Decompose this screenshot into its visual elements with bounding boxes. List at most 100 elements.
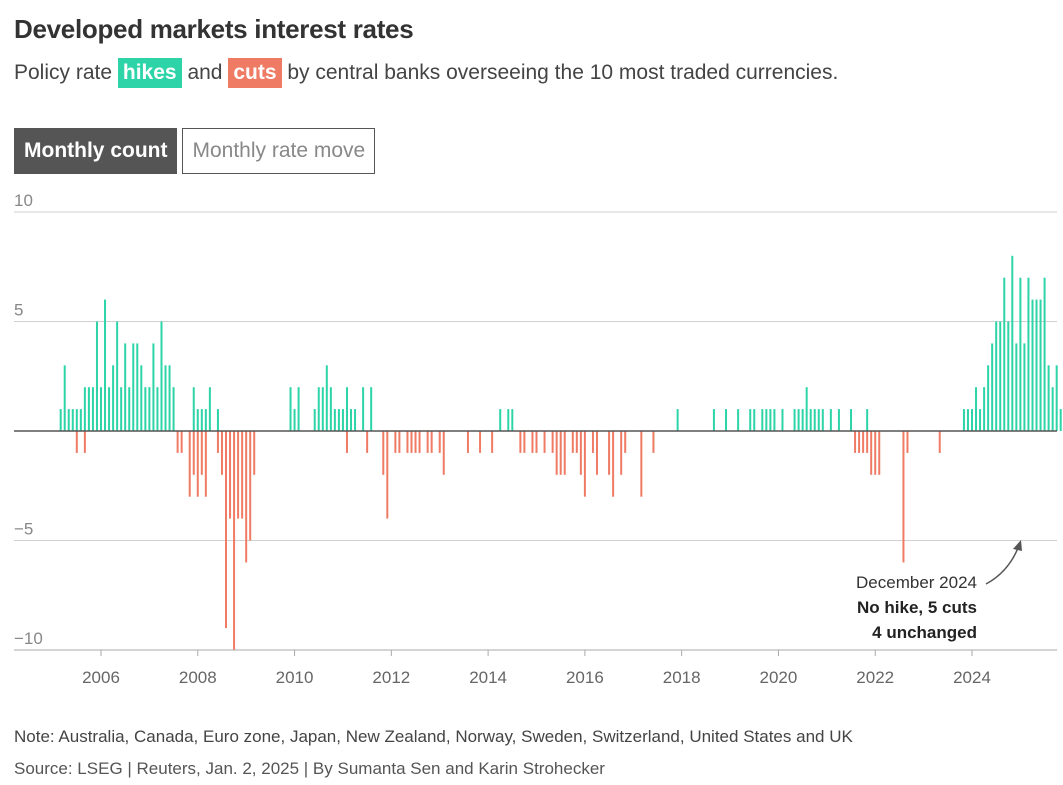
hike-bar: [499, 409, 502, 431]
hike-bar: [350, 409, 353, 431]
hike-bar: [341, 409, 344, 431]
bar-chart: 10 5 −5 −10 2006 2008 2010 2012 2014 2016 2018 202…: [14, 191, 1062, 687]
hike-bar: [962, 409, 965, 431]
hike-bar: [168, 365, 171, 431]
hike-bar: [1015, 343, 1018, 431]
hike-bar: [200, 409, 203, 431]
hike-bar: [63, 365, 66, 431]
tab-monthly-rate-move[interactable]: Monthly rate move: [182, 128, 376, 174]
hike-bar: [172, 387, 175, 431]
view-toggle: Monthly count Monthly rate move: [14, 128, 376, 174]
hike-bar: [1007, 321, 1010, 431]
hike-bar: [676, 409, 679, 431]
hike-bar: [1047, 365, 1050, 431]
cut-bar: [426, 431, 429, 453]
hike-bar: [797, 409, 800, 431]
hike-bar: [148, 387, 151, 431]
hike-bar: [345, 387, 348, 431]
hike-bar: [132, 343, 135, 431]
hike-bar: [87, 387, 90, 431]
cut-bar: [519, 431, 522, 453]
hike-bar: [333, 409, 336, 431]
hike-bar: [160, 321, 163, 431]
cut-bar: [180, 431, 183, 453]
hike-bar: [192, 387, 195, 431]
hike-bar: [313, 409, 316, 431]
y-tick-label: 10: [14, 191, 33, 210]
chart-source: Source: LSEG | Reuters, Jan. 2, 2025 | B…: [14, 759, 605, 778]
cut-bar: [938, 431, 941, 453]
cut-bar: [442, 431, 445, 475]
cut-bar: [410, 431, 413, 453]
x-tick-label: 2008: [179, 668, 217, 687]
subtitle-prefix: Policy rate: [14, 61, 113, 84]
hike-bar: [801, 409, 804, 431]
hike-bar: [809, 409, 812, 431]
cut-bar: [229, 431, 232, 519]
hike-bar: [1003, 277, 1006, 431]
hike-bar: [511, 409, 514, 431]
hike-bar: [1043, 277, 1046, 431]
tab-monthly-count[interactable]: Monthly count: [14, 128, 178, 174]
x-tick-label: 2018: [663, 668, 701, 687]
cut-bar: [543, 431, 546, 453]
hike-bar: [1027, 277, 1030, 431]
cut-bar: [75, 431, 78, 453]
cut-bar: [225, 431, 227, 629]
hike-bar: [773, 409, 776, 431]
cut-bar: [854, 431, 857, 453]
hike-bar: [362, 387, 365, 431]
hike-bar: [144, 387, 147, 431]
hike-bar: [975, 387, 978, 431]
hike-bar: [79, 409, 82, 431]
hike-bar: [987, 365, 990, 431]
hike-bar: [83, 387, 86, 431]
hike-bar: [71, 409, 74, 431]
cut-bar: [386, 431, 389, 519]
cut-bar: [200, 431, 203, 475]
hike-bar: [765, 409, 768, 431]
cut-bar: [595, 431, 598, 475]
cut-bar: [624, 431, 627, 453]
hike-bar: [108, 387, 111, 431]
hike-bar: [1019, 277, 1022, 431]
cut-bar: [398, 431, 401, 453]
hike-bar: [293, 409, 296, 431]
cut-bar: [862, 431, 865, 453]
hike-bar: [725, 409, 728, 431]
chart-title: Developed markets interest rates: [14, 14, 414, 44]
hike-bar: [793, 409, 796, 431]
cut-bar: [620, 431, 623, 475]
hike-bar: [769, 409, 772, 431]
cuts-legend-tag: cuts: [228, 58, 282, 88]
cut-bar: [233, 431, 236, 650]
hike-bar: [104, 299, 107, 431]
cut-bar: [216, 431, 219, 453]
hike-bar: [781, 409, 784, 431]
cut-bar: [555, 431, 558, 475]
hike-bar: [124, 343, 127, 431]
cut-bar: [253, 431, 256, 475]
hike-bar: [821, 409, 824, 431]
hike-bar: [95, 321, 98, 431]
cut-bar: [414, 431, 417, 453]
cut-bar: [608, 431, 611, 475]
cut-bar: [878, 431, 881, 475]
hike-bar: [120, 387, 123, 431]
y-tick-label: −10: [14, 629, 43, 648]
cut-bar: [83, 431, 86, 453]
cut-bar: [874, 431, 877, 475]
hike-bar: [128, 387, 131, 431]
hike-bar: [100, 387, 102, 431]
hike-bar: [979, 409, 982, 431]
cut-bar: [394, 431, 397, 453]
subtitle-suffix: by central banks overseeing the 10 most …: [287, 61, 839, 84]
cut-bar: [176, 431, 179, 453]
hike-bar: [983, 387, 986, 431]
subtitle: Policy rate hikes and cuts by central ba…: [14, 58, 838, 88]
hike-bar: [753, 409, 756, 431]
cut-bar: [245, 431, 248, 563]
cut-bar: [870, 431, 873, 475]
cut-bar: [196, 431, 199, 497]
hike-bar: [112, 365, 115, 431]
